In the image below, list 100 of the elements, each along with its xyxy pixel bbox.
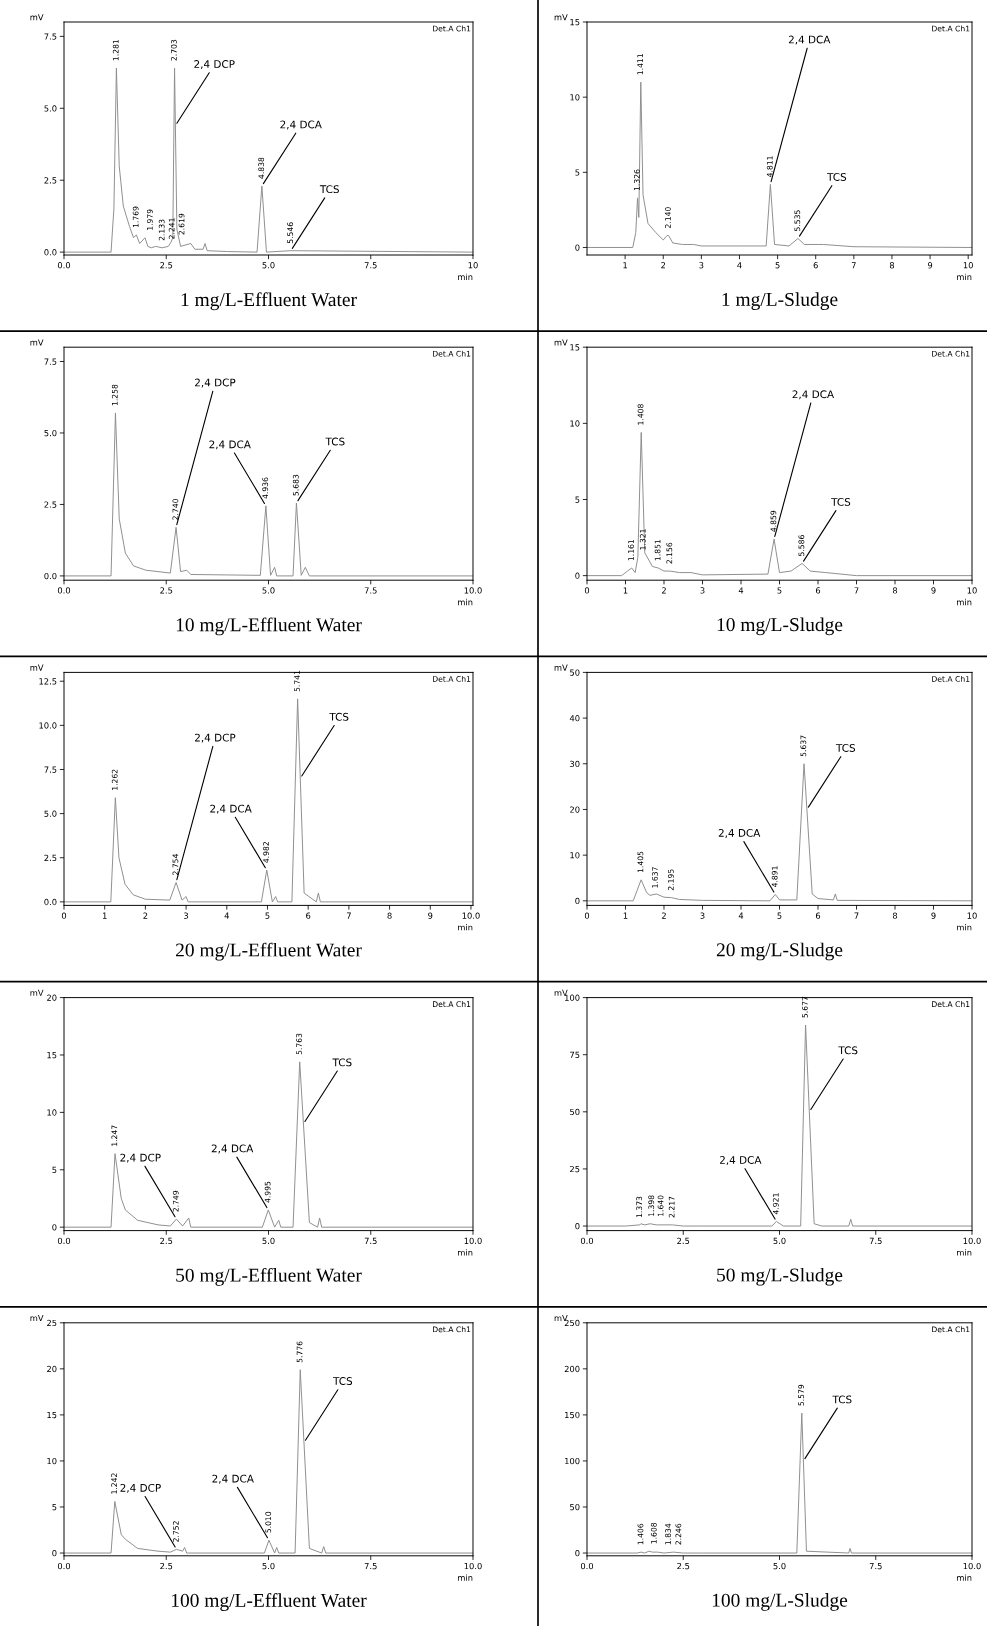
line-series (64, 412, 473, 577)
y-axis-title: mV (30, 1314, 44, 1322)
annotation: 2,4 DCA (718, 828, 761, 838)
line-series (587, 1024, 972, 1227)
x-axis-title: min (458, 924, 473, 931)
x-tick-label: 7.5 (869, 1563, 882, 1570)
y-tick-label: 20 (570, 806, 580, 813)
x-tick-label: 5 (775, 262, 780, 269)
y-tick-label: 10.0 (39, 722, 57, 729)
annotation: 2,4 DCP (194, 378, 236, 388)
annotation: TCS (325, 437, 345, 446)
x-tick-label: 10 (967, 587, 977, 594)
annotation: 2,4 DCA (719, 1156, 762, 1165)
annotation: 2,4 DCP (195, 733, 236, 743)
y-tick-label: 5.0 (44, 810, 57, 817)
x-tick-label: 4 (737, 262, 742, 269)
text: 10 mg/L-Sludge (717, 617, 843, 636)
x-tick-label: 9 (428, 912, 433, 919)
x-tick-label: 4 (224, 912, 229, 919)
x-tick-label: 10.0 (462, 912, 480, 919)
y-tick-label: 150 (565, 1411, 580, 1419)
text: 50 mg/L-Effluent Water (176, 1267, 362, 1286)
y-tick-label: 0 (575, 897, 580, 905)
x-tick-label: 8 (892, 912, 898, 919)
x-tick-label: 10 (967, 912, 977, 919)
y-tick-label: 0 (575, 1550, 580, 1557)
x-tick-label: 5 (777, 587, 782, 594)
y-axis-title: mV (554, 664, 568, 671)
line-series (587, 81, 972, 248)
x-tick-label: 2.5 (677, 1237, 690, 1244)
annotation: 2,4 DCA (210, 804, 252, 814)
y-tick-label: 5 (575, 496, 580, 503)
annotation: TCS (332, 1058, 352, 1067)
x-tick-label: 1 (623, 587, 628, 594)
annotation: 2,4 DCP (194, 60, 235, 70)
annotation: TCS (838, 1046, 858, 1055)
x-tick-label: 10.0 (963, 1237, 981, 1244)
x-tick-label: 5.0 (262, 262, 275, 269)
x-tick-label: 6 (306, 912, 311, 919)
x-axis-title: min (458, 1574, 473, 1581)
x-tick-label: 7 (854, 587, 859, 594)
line-series (587, 763, 972, 902)
y-tick-label: 100 (565, 994, 580, 1001)
x-tick-label: 3 (700, 912, 705, 919)
y-tick-label: 5 (52, 1166, 57, 1174)
annotation: TCS (329, 712, 349, 721)
x-tick-label: 0 (61, 912, 67, 919)
y-tick-label: 30 (570, 760, 580, 768)
y-tick-label: 15 (47, 1052, 57, 1059)
x-axis-title: min (957, 1574, 972, 1581)
y-axis-title: mV (30, 989, 44, 996)
x-tick-label: 5 (777, 912, 782, 919)
x-tick-label: 1 (623, 262, 627, 269)
y-tick-label: 0.0 (44, 572, 57, 580)
y-tick-label: 5.0 (44, 429, 57, 437)
y-tick-label: 12.5 (39, 678, 57, 685)
y-axis-title: mV (30, 664, 44, 671)
x-tick-label: 2 (661, 912, 666, 919)
text: 1 mg/L-Effluent Water (181, 292, 357, 311)
y-axis-title: mV (554, 1314, 568, 1322)
x-tick-label: 8 (387, 912, 392, 919)
x-axis-title: min (957, 924, 972, 931)
annotation: 2,4 DCA (792, 390, 835, 400)
y-tick-label: 20 (47, 994, 57, 1001)
x-tick-label: 7.5 (364, 587, 377, 594)
y-tick-label: 10 (47, 1109, 57, 1116)
x-axis-title: min (957, 1249, 972, 1256)
x-tick-label: 2 (661, 262, 666, 269)
x-tick-label: 0.0 (57, 1562, 71, 1570)
x-tick-label: 0 (584, 912, 590, 919)
x-axis-title: min (458, 273, 473, 280)
x-tick-label: 3 (184, 912, 189, 919)
x-tick-label: 2.5 (160, 1562, 173, 1570)
x-axis-title: min (458, 598, 473, 606)
x-tick-label: 7.5 (364, 1237, 377, 1244)
y-tick-label: 0.0 (44, 249, 57, 256)
x-tick-label: 10.0 (464, 1237, 482, 1244)
x-tick-label: 5.0 (773, 1562, 786, 1570)
text: 1 mg/L-Sludge (722, 292, 838, 310)
y-tick-label: 0 (575, 572, 580, 579)
x-tick-label: 2.5 (677, 1562, 690, 1570)
x-axis-title: min (957, 273, 972, 280)
x-tick-label: 7 (346, 912, 351, 919)
x-tick-label: 0 (584, 587, 590, 594)
x-tick-label: 10.0 (464, 1562, 482, 1570)
y-tick-label: 15 (570, 344, 580, 351)
y-tick-label: 5 (575, 169, 580, 176)
y-axis-title: mV (554, 339, 568, 346)
annotation: 2,4 DCA (211, 1144, 254, 1154)
y-tick-label: 50 (570, 1503, 580, 1511)
x-tick-label: 0.0 (57, 587, 71, 594)
y-tick-label: 5 (52, 1504, 57, 1511)
y-tick-label: 250 (564, 1319, 580, 1327)
y-tick-label: 2.5 (44, 177, 57, 184)
x-tick-label: 10.0 (464, 587, 482, 594)
annotation: TCS (827, 173, 847, 181)
y-tick-label: 0 (575, 244, 580, 251)
y-axis-title: mV (554, 14, 568, 21)
y-tick-label: 10 (47, 1457, 57, 1465)
x-tick-label: 5.0 (773, 1237, 786, 1244)
